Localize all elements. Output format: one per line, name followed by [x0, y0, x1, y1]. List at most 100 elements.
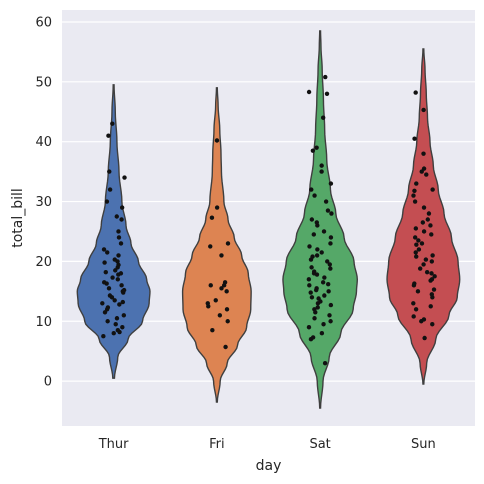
strip-point	[411, 193, 416, 198]
y-tick-label: 50	[35, 75, 52, 90]
strip-point	[328, 266, 333, 271]
strip-point	[324, 91, 330, 97]
strip-point	[312, 193, 317, 198]
strip-point	[306, 325, 312, 330]
strip-point	[322, 275, 327, 280]
strip-point	[103, 269, 108, 275]
strip-point	[412, 235, 418, 240]
violins	[76, 30, 461, 409]
strip-point	[328, 181, 334, 186]
strip-point	[314, 145, 319, 150]
strip-point	[429, 292, 435, 297]
strip-point	[412, 281, 417, 286]
strip-point	[325, 259, 330, 264]
strip-point	[118, 271, 124, 276]
strip-point	[309, 265, 314, 270]
strip-point	[306, 89, 312, 95]
y-tick-label: 0	[44, 375, 52, 390]
strip-point	[426, 211, 432, 216]
strip-point	[428, 304, 433, 309]
strip-point	[329, 211, 334, 216]
strip-point	[112, 298, 117, 303]
strip-point	[217, 313, 223, 318]
strip-point	[106, 133, 111, 138]
strip-point	[308, 290, 313, 295]
strip-point	[415, 289, 421, 294]
strip-point	[100, 301, 105, 306]
strip-point	[113, 322, 118, 327]
strip-point	[119, 205, 125, 210]
strip-point	[307, 244, 312, 249]
strip-point	[416, 247, 422, 252]
strip-point	[214, 205, 220, 210]
strip-point	[210, 328, 215, 333]
strip-point	[112, 257, 117, 262]
strip-point	[416, 238, 421, 243]
violin-thur	[76, 84, 151, 379]
x-tick-label-fri: Fri	[209, 437, 225, 452]
strip-point	[411, 301, 416, 306]
strip-point	[328, 241, 333, 246]
strip-point	[114, 316, 120, 321]
strip-point	[422, 335, 427, 341]
strip-point	[104, 199, 110, 204]
strip-point	[115, 328, 121, 333]
strip-point	[429, 232, 434, 237]
strip-point	[421, 317, 427, 322]
strip-point	[119, 283, 124, 288]
strip-point	[323, 74, 328, 80]
strip-point	[312, 316, 317, 321]
strip-point	[105, 319, 110, 324]
strip-point	[309, 217, 315, 222]
strip-point	[310, 335, 316, 340]
strip-point	[327, 313, 332, 318]
y-tick-label: 60	[35, 15, 52, 30]
x-tick-label-sat: Sat	[309, 437, 330, 452]
strip-point	[118, 241, 124, 246]
strip-point	[208, 244, 213, 249]
strip-point	[430, 253, 435, 258]
strip-point	[421, 107, 426, 113]
strip-point	[421, 229, 427, 234]
strip-point	[321, 322, 326, 327]
x-axis-label: day	[256, 458, 282, 474]
strip-point	[121, 313, 127, 318]
strip-point	[115, 277, 121, 282]
strip-point	[319, 169, 324, 174]
x-tick-label-sun: Sun	[411, 437, 436, 452]
strip-point	[101, 247, 107, 252]
strip-point	[320, 115, 326, 120]
strip-point	[222, 280, 228, 285]
strip-point	[121, 287, 127, 293]
strip-point	[419, 241, 425, 246]
violin-fri	[181, 87, 252, 403]
strip-point	[122, 175, 127, 180]
strip-point	[424, 269, 430, 275]
strip-point	[307, 283, 312, 288]
strip-point	[110, 275, 115, 280]
strip-point	[119, 217, 124, 222]
strip-point	[315, 305, 320, 310]
strip-point	[327, 262, 332, 267]
strip-point	[417, 266, 423, 271]
strip-point	[412, 188, 417, 193]
strip-point	[224, 307, 230, 312]
strip-point	[420, 220, 426, 225]
strip-point	[325, 208, 331, 213]
strip-point	[120, 299, 126, 305]
strip-point	[311, 269, 317, 274]
strip-point	[311, 232, 317, 237]
strip-point	[101, 334, 106, 339]
strip-point	[414, 181, 419, 186]
x-tick-labels: Thur Fri Sat Sun	[98, 437, 436, 452]
strip-point	[421, 205, 427, 210]
strip-point	[314, 253, 320, 258]
strip-point	[419, 169, 424, 174]
violin-sat	[282, 30, 359, 409]
strip-point	[223, 344, 228, 350]
strip-point	[105, 250, 110, 255]
strip-point	[428, 223, 433, 228]
strip-point	[310, 254, 315, 259]
strip-point	[323, 199, 329, 204]
strip-point	[430, 322, 435, 327]
